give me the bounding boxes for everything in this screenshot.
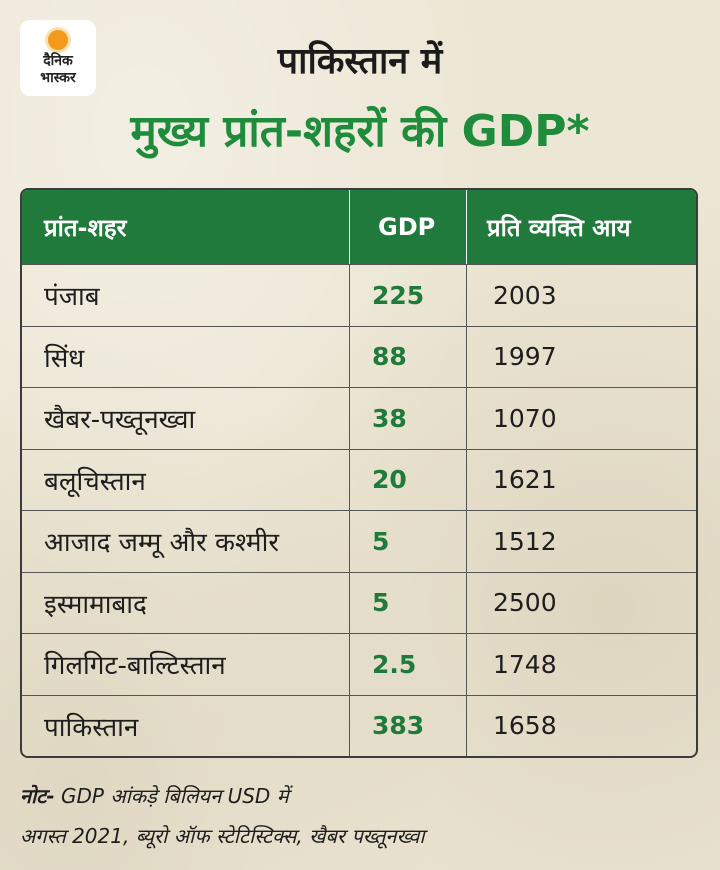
region-cell: पंजाब bbox=[22, 265, 350, 326]
note-text: GDP आंकड़े बिलियन USD में bbox=[54, 784, 289, 808]
gdp-cell: 383 bbox=[350, 695, 467, 756]
sun-icon bbox=[48, 30, 68, 50]
region-cell: आजाद जम्मू और कश्मीर bbox=[22, 511, 350, 572]
per-capita-cell: 1748 bbox=[493, 649, 557, 679]
table-row: इस्मामाबाद 5 2500 bbox=[22, 571, 696, 633]
logo-text-line1: दैनिक bbox=[43, 53, 73, 69]
region-cell: इस्मामाबाद bbox=[22, 572, 350, 633]
page-title-line2: मुख्य प्रांत-शहरों की GDP* bbox=[130, 106, 590, 157]
column-header-per-capita: प्रति व्यक्ति आय bbox=[487, 213, 631, 242]
source-line: अगस्त 2021, ब्यूरो ऑफ स्टेटिस्टिक्स, खैब… bbox=[20, 824, 425, 848]
per-capita-cell: 1512 bbox=[493, 526, 557, 556]
table-row: पंजाब 225 2003 bbox=[22, 264, 696, 326]
table-row: आजाद जम्मू और कश्मीर 5 1512 bbox=[22, 510, 696, 572]
per-capita-cell: 1658 bbox=[493, 711, 557, 741]
gdp-cell: 20 bbox=[350, 449, 467, 510]
table-row: पाकिस्तान 383 1658 bbox=[22, 694, 696, 756]
per-capita-cell: 1621 bbox=[493, 465, 557, 495]
gdp-cell: 5 bbox=[350, 511, 467, 572]
dainik-bhaskar-logo: दैनिक भास्कर bbox=[20, 20, 96, 96]
per-capita-cell: 2003 bbox=[493, 280, 557, 310]
per-capita-cell: 1070 bbox=[493, 403, 557, 433]
table-header: प्रांत-शहर GDP प्रति व्यक्ति आय bbox=[22, 190, 696, 264]
table-row: सिंध 88 1997 bbox=[22, 325, 696, 387]
note-line1: नोट- GDP आंकड़े बिलियन USD में bbox=[20, 782, 289, 809]
logo-text-line2: भास्कर bbox=[40, 70, 76, 86]
region-cell: सिंध bbox=[22, 326, 350, 387]
table-row: बलूचिस्तान 20 1621 bbox=[22, 448, 696, 510]
per-capita-cell: 2500 bbox=[493, 588, 557, 618]
region-cell: पाकिस्तान bbox=[22, 695, 350, 756]
gdp-cell: 5 bbox=[350, 572, 467, 633]
gdp-table: प्रांत-शहर GDP प्रति व्यक्ति आय पंजाब 22… bbox=[20, 188, 698, 758]
per-capita-cell: 1997 bbox=[493, 342, 557, 372]
region-cell: बलूचिस्तान bbox=[22, 449, 350, 510]
column-header-region: प्रांत-शहर bbox=[22, 190, 350, 264]
gdp-cell: 88 bbox=[350, 326, 467, 387]
table-row: खैबर-पख्तूनख्वा 38 1070 bbox=[22, 387, 696, 449]
note-label: नोट- bbox=[20, 784, 55, 808]
gdp-cell: 225 bbox=[350, 265, 467, 326]
column-header-gdp: GDP bbox=[350, 190, 467, 264]
gdp-cell: 38 bbox=[350, 388, 467, 449]
region-cell: खैबर-पख्तूनख्वा bbox=[22, 388, 350, 449]
table-row: गिलगिट-बाल्टिस्तान 2.5 1748 bbox=[22, 633, 696, 695]
gdp-cell: 2.5 bbox=[350, 634, 467, 695]
page-title-line1: पाकिस्तान में bbox=[277, 41, 443, 82]
region-cell: गिलगिट-बाल्टिस्तान bbox=[22, 634, 350, 695]
